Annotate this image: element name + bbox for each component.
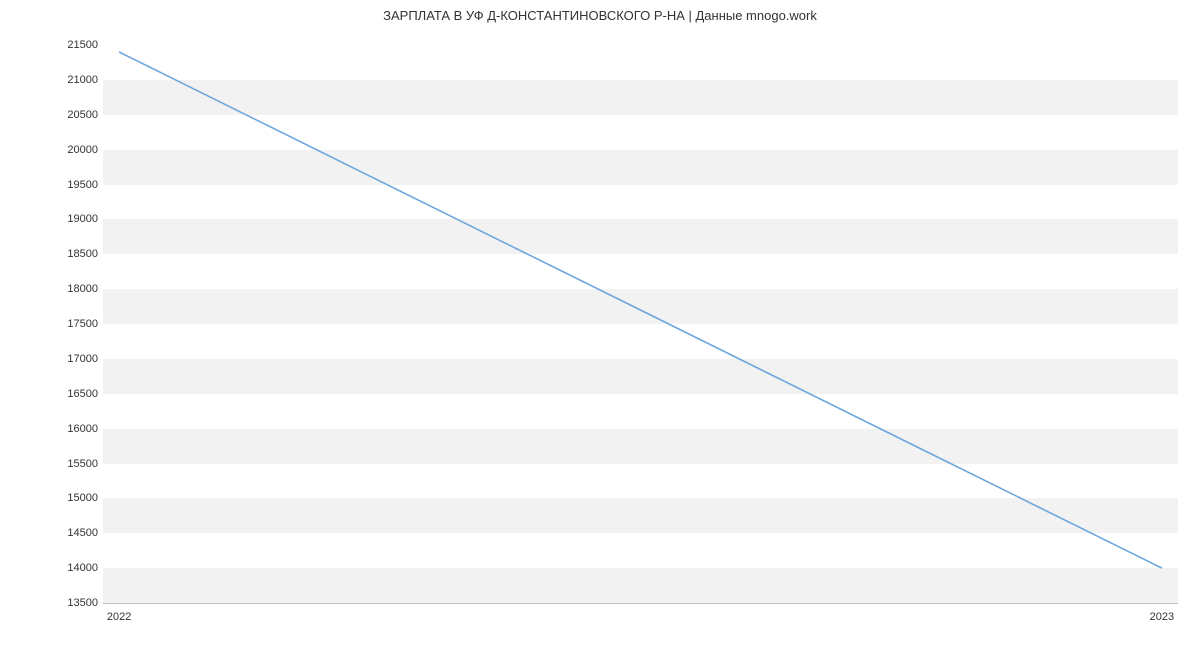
y-tick-label: 20500 bbox=[38, 109, 98, 121]
grid-band bbox=[103, 429, 1178, 464]
y-tick-label: 19000 bbox=[38, 213, 98, 225]
x-tick-label: 2022 bbox=[107, 611, 131, 623]
y-tick-label: 17500 bbox=[38, 318, 98, 330]
grid-band bbox=[103, 254, 1178, 289]
grid-band bbox=[103, 80, 1178, 115]
y-tick-label: 18500 bbox=[38, 248, 98, 260]
grid-band bbox=[103, 45, 1178, 80]
grid-band bbox=[103, 324, 1178, 359]
x-tick-label: 2023 bbox=[1150, 611, 1174, 623]
y-tick-label: 21500 bbox=[38, 39, 98, 51]
y-tick-label: 14000 bbox=[38, 562, 98, 574]
plot-area bbox=[103, 45, 1178, 603]
y-tick-label: 17000 bbox=[38, 353, 98, 365]
y-tick-label: 14500 bbox=[38, 527, 98, 539]
grid-band bbox=[103, 568, 1178, 603]
grid-band bbox=[103, 464, 1178, 499]
y-tick-label: 18000 bbox=[38, 283, 98, 295]
grid-band bbox=[103, 115, 1178, 150]
grid-band bbox=[103, 533, 1178, 568]
y-tick-label: 19500 bbox=[38, 179, 98, 191]
grid-band bbox=[103, 219, 1178, 254]
grid-band bbox=[103, 498, 1178, 533]
line-chart: ЗАРПЛАТА В УФ Д-КОНСТАНТИНОВСКОГО Р-НА |… bbox=[0, 0, 1200, 650]
x-axis-line bbox=[103, 603, 1178, 604]
y-tick-label: 15500 bbox=[38, 458, 98, 470]
y-tick-label: 13500 bbox=[38, 597, 98, 609]
chart-title: ЗАРПЛАТА В УФ Д-КОНСТАНТИНОВСКОГО Р-НА |… bbox=[0, 8, 1200, 23]
grid-band bbox=[103, 394, 1178, 429]
grid-band bbox=[103, 359, 1178, 394]
grid-band bbox=[103, 150, 1178, 185]
grid-band bbox=[103, 185, 1178, 220]
grid-band bbox=[103, 289, 1178, 324]
y-tick-label: 16500 bbox=[38, 388, 98, 400]
y-tick-label: 16000 bbox=[38, 423, 98, 435]
y-tick-label: 15000 bbox=[38, 492, 98, 504]
y-tick-label: 21000 bbox=[38, 74, 98, 86]
y-tick-label: 20000 bbox=[38, 144, 98, 156]
